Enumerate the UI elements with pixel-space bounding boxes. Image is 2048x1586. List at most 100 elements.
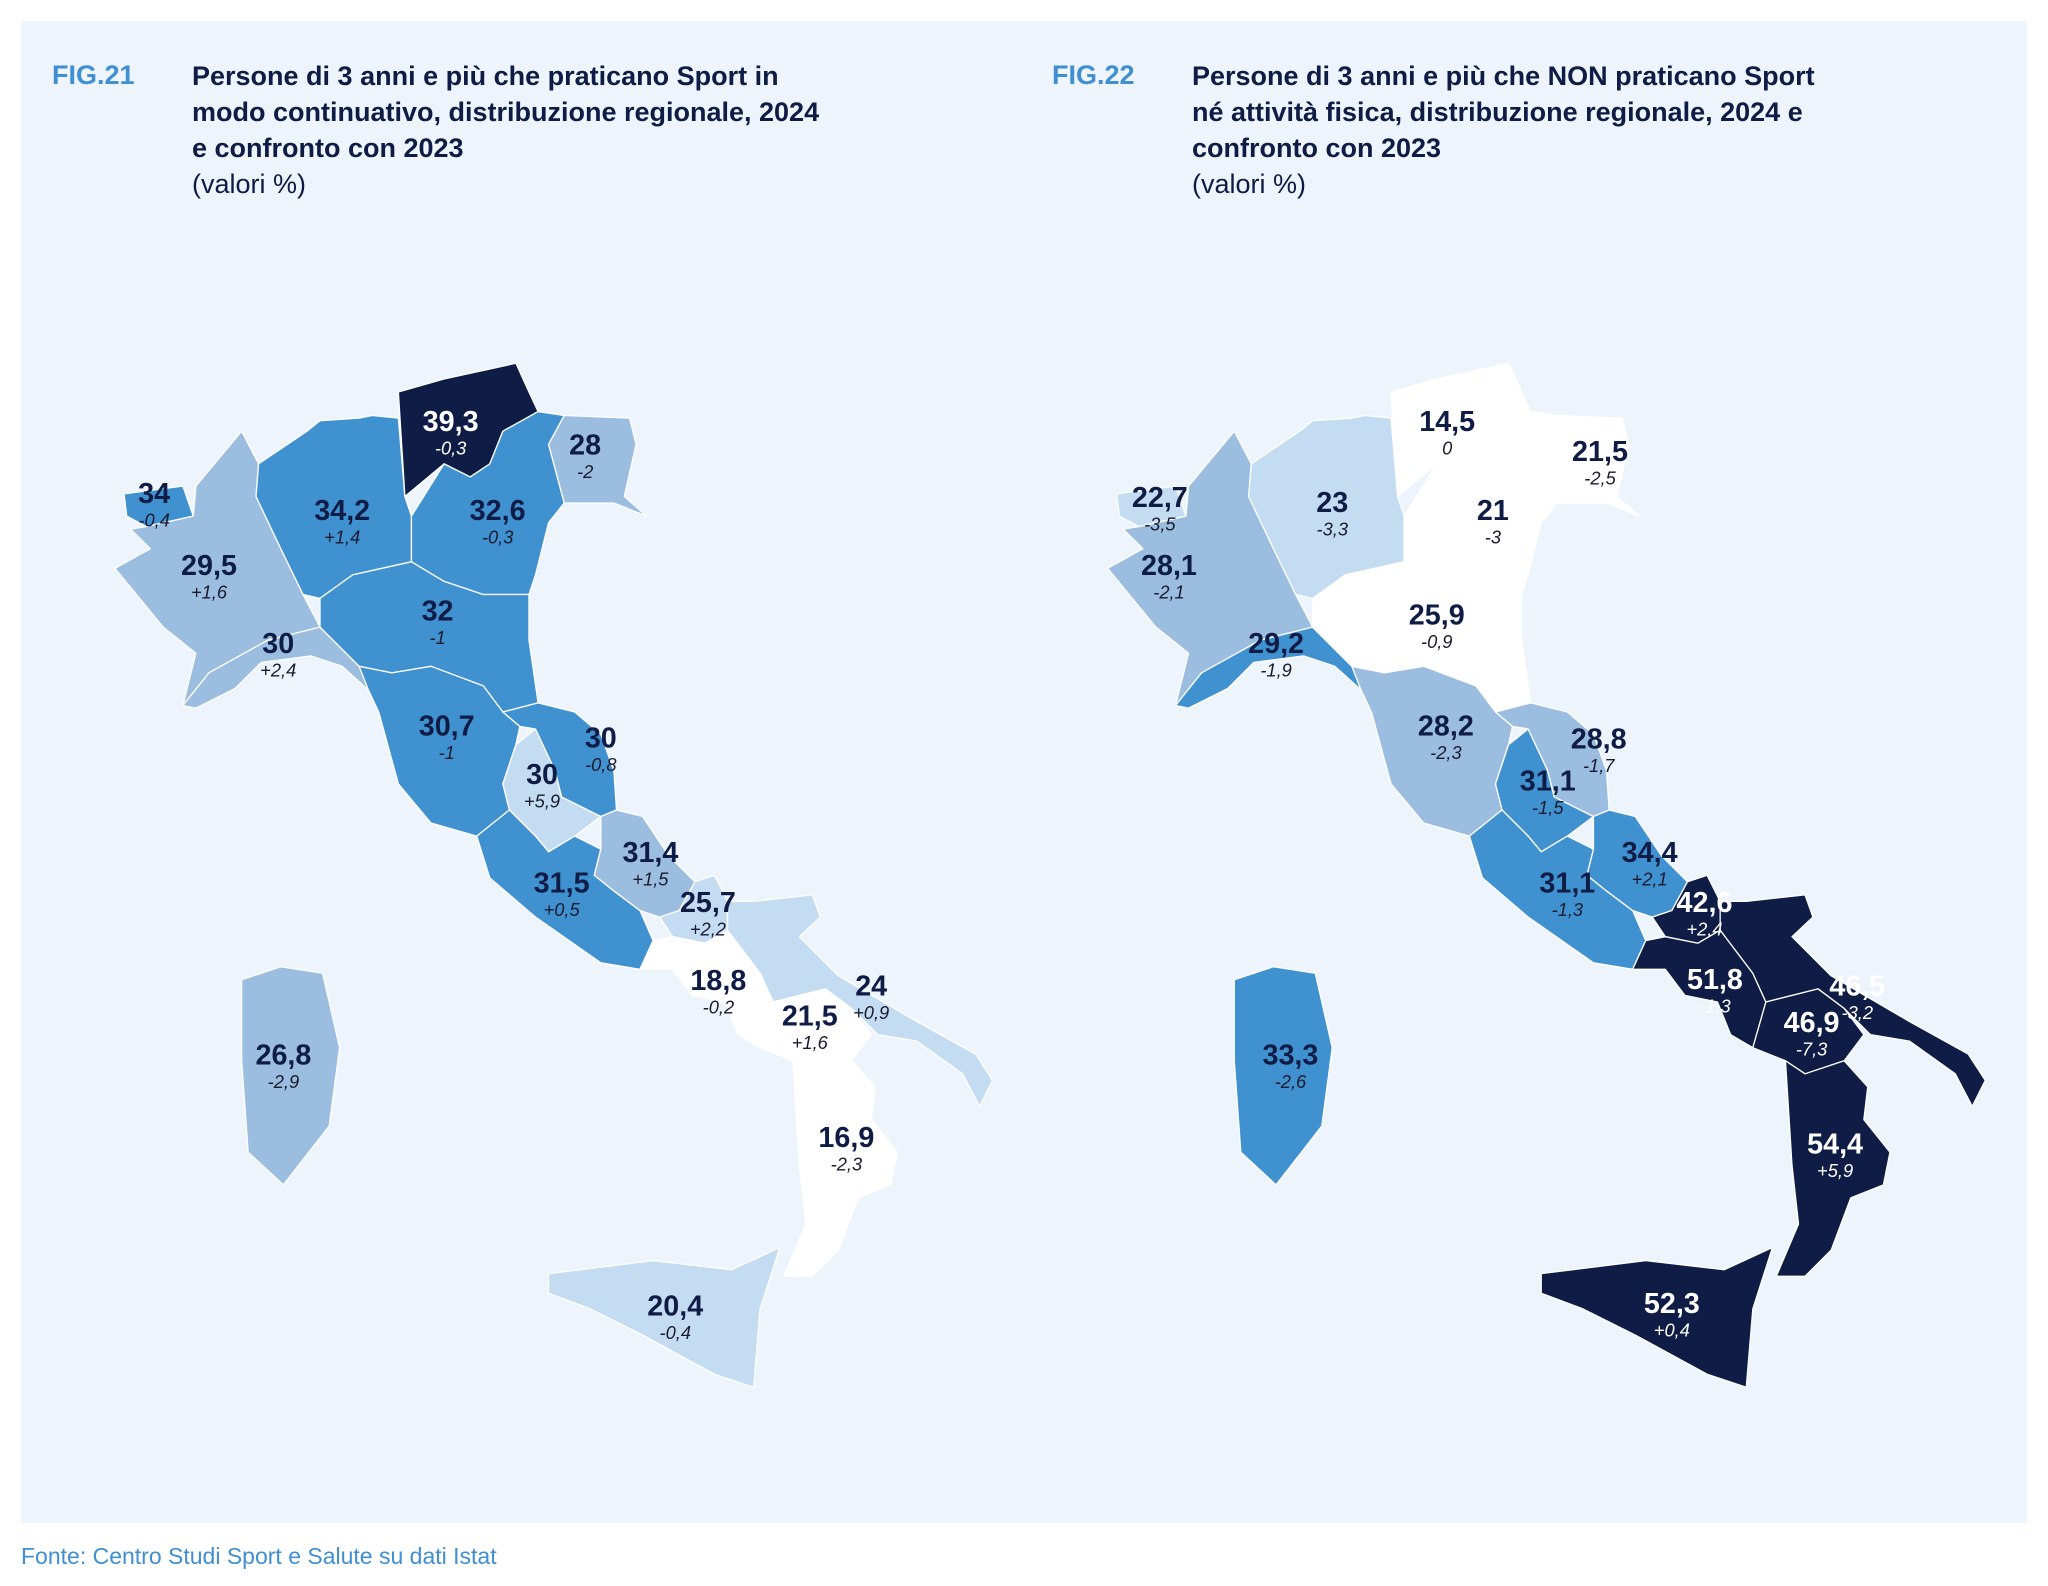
fig21-title-text: Persone di 3 anni e più che praticano Sp… bbox=[192, 61, 820, 163]
fig21-label: FIG.21 bbox=[52, 60, 135, 90]
value-label-molise: 25,7 bbox=[680, 887, 736, 919]
fig21-map: 34-0,429,5+1,630+2,434,2+1,439,3-0,332,6… bbox=[114, 362, 994, 1388]
delta-label-umbria: -1,5 bbox=[1532, 797, 1564, 818]
value-label-piemonte: 28,1 bbox=[1141, 550, 1197, 582]
delta-label-campania: -0,2 bbox=[703, 997, 734, 1018]
region-sicilia bbox=[1540, 1246, 1774, 1388]
delta-label-abruzzo: +2,1 bbox=[1632, 869, 1668, 890]
value-label-toscana: 28,2 bbox=[1418, 711, 1474, 743]
value-label-emilia: 25,9 bbox=[1409, 600, 1465, 632]
region-sardegna bbox=[1233, 966, 1333, 1186]
delta-label-abruzzo: +1,5 bbox=[632, 869, 669, 890]
region-calabria bbox=[783, 1060, 898, 1277]
region-liguria bbox=[1174, 626, 1362, 709]
value-label-piemonte: 29,5 bbox=[181, 550, 237, 582]
delta-label-lazio: +0,5 bbox=[544, 899, 581, 920]
delta-label-friuli: -2,5 bbox=[1584, 468, 1616, 489]
value-label-veneto: 32,6 bbox=[470, 495, 526, 527]
delta-label-campania: -1,3 bbox=[1699, 995, 1730, 1016]
value-label-friuli: 28 bbox=[569, 430, 601, 462]
delta-label-toscana: -1 bbox=[439, 742, 455, 763]
delta-label-molise: +2,2 bbox=[690, 918, 726, 939]
fig21-unit: (valori %) bbox=[192, 169, 307, 199]
value-label-sicilia: 20,4 bbox=[647, 1290, 703, 1322]
value-label-valle-daosta: 22,7 bbox=[1132, 482, 1188, 514]
value-label-marche: 30 bbox=[585, 722, 617, 754]
delta-label-trentino: -0,3 bbox=[435, 438, 466, 459]
delta-label-piemonte: +1,6 bbox=[191, 581, 228, 602]
fig22-map: 22,7-3,5 28,1-2,1 29,2-1,9 23-3,3 14,50 21-3 2… bbox=[1106, 362, 1986, 1388]
delta-label-valle-daosta: -3,5 bbox=[1144, 513, 1176, 534]
delta-label-trentino: 0 bbox=[1442, 438, 1452, 459]
value-label-sicilia: 52,3 bbox=[1644, 1288, 1700, 1320]
delta-label-toscana: -2,3 bbox=[1430, 742, 1461, 763]
fig22-label: FIG.22 bbox=[1052, 60, 1135, 90]
delta-label-valle-daosta: -0,4 bbox=[138, 510, 169, 531]
region-sicilia bbox=[547, 1246, 781, 1388]
delta-label-friuli: -2 bbox=[577, 461, 593, 482]
value-label-liguria: 30 bbox=[262, 628, 294, 660]
delta-label-sicilia: +0,4 bbox=[1654, 1319, 1690, 1340]
value-label-emilia: 32 bbox=[422, 596, 454, 628]
delta-label-veneto: -3 bbox=[1485, 527, 1501, 548]
delta-label-lombardia: +1,4 bbox=[324, 527, 360, 548]
delta-label-liguria: +2,4 bbox=[260, 660, 296, 681]
value-label-sardegna: 33,3 bbox=[1262, 1040, 1318, 1072]
fig22-unit: (valori %) bbox=[1192, 169, 1307, 199]
region-liguria bbox=[182, 626, 369, 709]
value-label-campania: 18,8 bbox=[690, 965, 746, 997]
value-label-friuli: 21,5 bbox=[1572, 436, 1628, 468]
region-friuli bbox=[1540, 414, 1640, 517]
value-label-liguria: 29,2 bbox=[1248, 628, 1304, 660]
region-marche bbox=[1494, 702, 1610, 818]
fig22-title: Persone di 3 anni e più che NON pratican… bbox=[1192, 58, 1832, 202]
delta-label-marche: -1,7 bbox=[1583, 755, 1615, 776]
value-label-veneto: 21 bbox=[1477, 495, 1509, 527]
region-piemonte bbox=[1106, 430, 1314, 707]
region-marche bbox=[502, 702, 618, 818]
value-label-puglia: 24 bbox=[855, 970, 887, 1002]
value-label-puglia: 46,5 bbox=[1829, 970, 1885, 1002]
delta-label-basilicata: -7,3 bbox=[1796, 1039, 1827, 1060]
value-label-abruzzo: 34,4 bbox=[1622, 837, 1678, 869]
delta-label-calabria: +5,9 bbox=[1817, 1160, 1853, 1181]
value-label-campania: 51,8 bbox=[1687, 964, 1743, 996]
region-veneto bbox=[1403, 410, 1558, 596]
value-label-trentino: 14,5 bbox=[1419, 406, 1475, 438]
delta-label-liguria: -1,9 bbox=[1260, 660, 1291, 681]
region-veneto bbox=[410, 410, 565, 596]
value-label-lazio: 31,1 bbox=[1539, 867, 1595, 899]
value-label-basilicata: 46,9 bbox=[1784, 1007, 1840, 1039]
value-label-trentino: 39,3 bbox=[423, 406, 479, 438]
value-label-sardegna: 26,8 bbox=[255, 1040, 311, 1072]
delta-label-puglia: -3,2 bbox=[1842, 1002, 1873, 1023]
delta-label-sicilia: -0,4 bbox=[660, 1322, 691, 1343]
value-label-umbria: 30 bbox=[526, 759, 558, 791]
delta-label-emilia: -0,9 bbox=[1421, 631, 1452, 652]
delta-label-sardegna: -2,9 bbox=[268, 1071, 299, 1092]
delta-label-sardegna: -2,6 bbox=[1275, 1071, 1307, 1092]
value-label-calabria: 16,9 bbox=[818, 1122, 874, 1154]
source-note: Fonte: Centro Studi Sport e Salute su da… bbox=[21, 1543, 497, 1569]
delta-label-calabria: -2,3 bbox=[831, 1153, 862, 1174]
value-label-toscana: 30,7 bbox=[419, 711, 475, 743]
value-label-valle-daosta: 34 bbox=[138, 478, 170, 510]
value-label-marche: 28,8 bbox=[1571, 724, 1627, 756]
value-label-molise: 42,6 bbox=[1677, 887, 1733, 919]
region-sardegna bbox=[240, 966, 341, 1186]
value-label-lombardia: 23 bbox=[1316, 487, 1348, 519]
delta-label-emilia: -1 bbox=[429, 627, 445, 648]
value-label-lazio: 31,5 bbox=[534, 867, 590, 899]
delta-label-veneto: -0,3 bbox=[482, 527, 513, 548]
delta-label-lazio: -1,3 bbox=[1552, 899, 1583, 920]
region-calabria bbox=[1775, 1060, 1891, 1277]
delta-label-molise: +2,4 bbox=[1686, 918, 1722, 939]
delta-label-basilicata: +1,6 bbox=[792, 1032, 829, 1053]
value-label-abruzzo: 31,4 bbox=[622, 837, 678, 869]
region-piemonte bbox=[114, 430, 321, 707]
value-label-basilicata: 21,5 bbox=[782, 1000, 838, 1032]
delta-label-umbria: +5,9 bbox=[524, 790, 560, 811]
value-label-calabria: 54,4 bbox=[1807, 1128, 1863, 1160]
fig22-title-text: Persone di 3 anni e più che NON pratican… bbox=[1192, 61, 1815, 163]
